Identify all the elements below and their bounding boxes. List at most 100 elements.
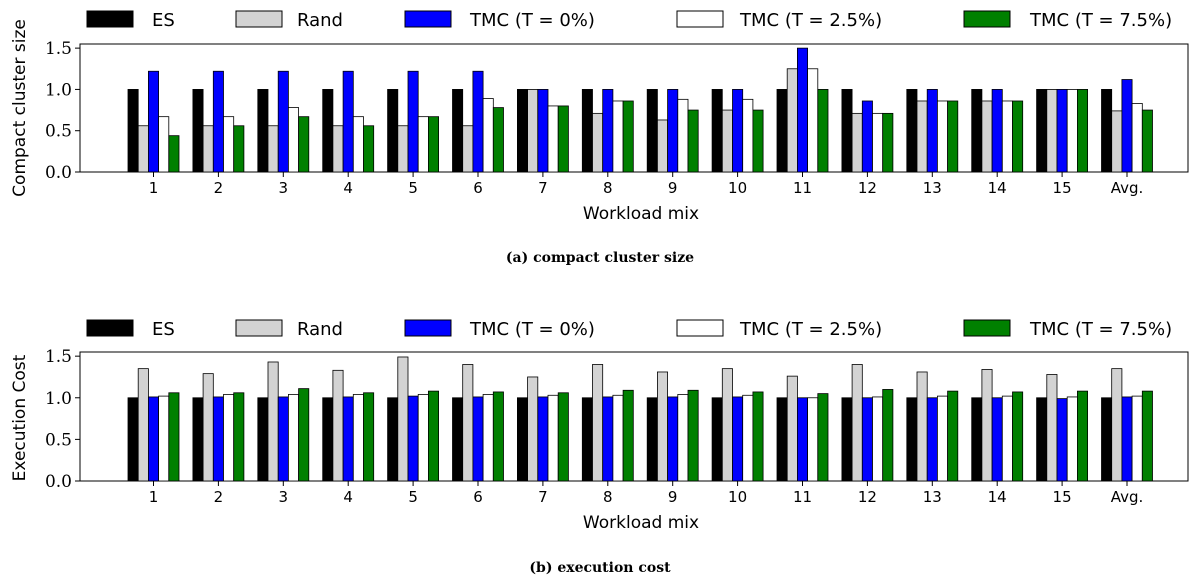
x-tick-label: 2 — [214, 488, 224, 506]
legend-swatch — [676, 319, 724, 337]
y-tick-label: 1.0 — [45, 80, 72, 100]
x-tick-label: 13 — [923, 179, 942, 197]
bar — [581, 89, 593, 173]
legend-swatch — [86, 319, 134, 337]
bar — [202, 125, 214, 173]
bar — [742, 394, 754, 482]
x-tick-label: 10 — [728, 179, 747, 197]
bar — [872, 112, 884, 173]
x-tick-label: 4 — [343, 488, 353, 506]
bar — [1101, 397, 1113, 482]
bar — [667, 396, 679, 482]
bar — [137, 125, 149, 173]
bar — [872, 396, 884, 482]
bar — [906, 397, 918, 482]
bar — [882, 389, 894, 482]
bar — [397, 356, 409, 482]
legend-label: Rand — [297, 10, 343, 31]
bar — [667, 89, 679, 173]
bar — [547, 394, 559, 482]
bar — [168, 135, 180, 173]
xticks-b: 1 2 3 4 5 6 7 8 9 10 11 12 13 14 15 Avg. — [149, 481, 1143, 506]
bar — [557, 392, 569, 482]
bar — [452, 89, 464, 173]
bar — [817, 393, 829, 482]
bar — [472, 396, 484, 482]
bar — [287, 394, 299, 482]
bar — [926, 89, 938, 173]
legend-b: ES Rand TMC (T = 0%) TMC (T = 2.5%) TMC (T =… — [86, 319, 1172, 340]
bar — [612, 100, 624, 173]
bar — [776, 397, 788, 482]
bar — [1012, 100, 1024, 173]
bar — [233, 125, 245, 173]
bars-b — [127, 356, 1153, 482]
x-tick-label: 1 — [149, 488, 159, 506]
bar — [332, 369, 344, 482]
bar — [462, 364, 474, 482]
bar — [841, 89, 853, 173]
bar — [851, 364, 863, 482]
bar — [981, 369, 993, 482]
bar — [657, 119, 669, 173]
bar — [711, 397, 723, 482]
bar — [352, 116, 364, 173]
x-tick-label: 10 — [728, 488, 747, 506]
bar — [127, 397, 139, 482]
bar — [1141, 390, 1153, 482]
bar — [322, 397, 334, 482]
bar — [332, 125, 344, 173]
bar — [861, 397, 873, 482]
bar — [427, 116, 439, 173]
bar — [1077, 89, 1089, 173]
bar — [991, 397, 1003, 482]
bar — [257, 397, 269, 482]
legend-swatch — [963, 10, 1011, 28]
legend-label: ES — [152, 319, 175, 340]
bar — [1101, 89, 1113, 173]
bar — [137, 368, 149, 482]
y-axis-label-b: Execution Cost — [10, 354, 30, 481]
yticks-a: 0.0 0.5 1.0 1.5 — [45, 39, 80, 183]
bar — [971, 89, 983, 173]
bar — [971, 397, 983, 482]
bar — [581, 397, 593, 482]
bar — [298, 388, 310, 482]
bar — [1121, 396, 1133, 482]
bar — [452, 397, 464, 482]
bar — [537, 89, 549, 173]
bar — [158, 395, 170, 482]
legend-label: TMC (T = 0%) — [469, 319, 595, 340]
x-tick-label: 7 — [538, 488, 548, 506]
x-tick-label: 1 — [149, 179, 159, 197]
bar — [223, 116, 235, 173]
bar — [407, 70, 419, 173]
x-tick-label: 7 — [538, 179, 548, 197]
legend-label: ES — [152, 10, 175, 31]
bar — [841, 397, 853, 482]
legend-label: TMC (T = 7.5%) — [1029, 10, 1172, 31]
legend-swatch — [235, 319, 283, 337]
bar — [202, 373, 214, 482]
bar — [981, 100, 993, 173]
bar — [937, 395, 949, 482]
bar — [622, 100, 634, 173]
bar — [687, 109, 699, 173]
bar — [192, 89, 204, 173]
bar — [407, 395, 419, 482]
x-tick-label: 15 — [1053, 488, 1072, 506]
bar — [267, 361, 279, 482]
bar — [1036, 89, 1048, 173]
bar — [1046, 89, 1058, 173]
bar — [257, 89, 269, 173]
x-tick-label: 11 — [793, 488, 812, 506]
bar — [1111, 368, 1123, 482]
bar — [517, 89, 529, 173]
x-tick-label: 4 — [343, 179, 353, 197]
bar — [397, 125, 409, 173]
bar — [287, 107, 299, 173]
bar — [472, 70, 484, 173]
x-tick-label: 6 — [473, 179, 483, 197]
bar — [721, 109, 733, 173]
y-tick-label: 1.5 — [45, 39, 72, 59]
